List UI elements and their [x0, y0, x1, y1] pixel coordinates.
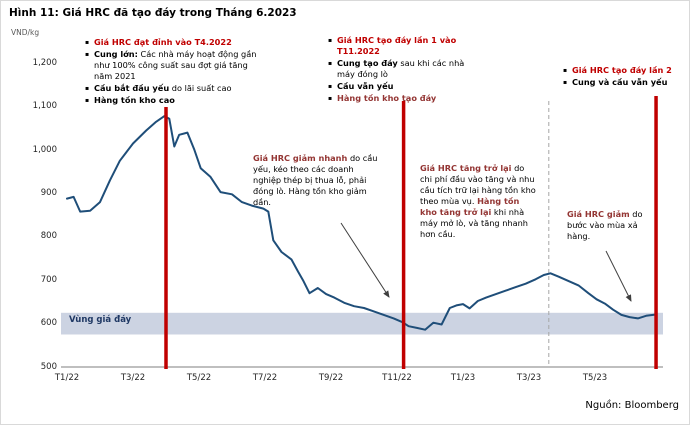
- x-tick-label: T1/23: [450, 373, 476, 383]
- y-tick-label: 700: [40, 274, 57, 285]
- bullet-icon: ▪: [328, 37, 333, 44]
- annotation-text: Hàng tồn kho tạo đáy: [337, 92, 437, 103]
- annotation-peak-2022: ▪ Giá HRC đạt đỉnh vào T4.2022 ▪ Cung lớ…: [85, 37, 257, 107]
- decline-arrow-icon: [340, 222, 390, 298]
- bullet-icon: ▪: [328, 59, 333, 67]
- annotation-text-bold: Giá HRC giảm nhanh: [253, 153, 348, 163]
- annotation-text: Giá HRC đạt đỉnh vào T4.2022: [94, 37, 232, 47]
- annotation-bullet: ▪ Hàng tồn kho tạo đáy: [328, 93, 480, 104]
- x-tick-label: T5/22: [186, 373, 212, 383]
- annotation-text: Giá HRC tạo đáy lần 2: [572, 65, 672, 75]
- annotation-text-bold: Cung lớn:: [94, 48, 138, 59]
- y-tick-label: 1,200: [32, 57, 57, 68]
- bullet-icon: ▪: [328, 82, 333, 90]
- annotation-text-bold: Cung tạo đáy: [337, 57, 398, 68]
- annotation-decline: Giá HRC giảm nhanh do cầu yếu, kéo theo …: [253, 153, 381, 208]
- annotation-text: Cung tạo đáy sau khi các nhà máy đóng lò: [337, 58, 480, 80]
- annotation-text: Cung và cầu vẫn yếu: [572, 76, 668, 87]
- annotation-selloff: Giá HRC giảm do bước vào mùa xả hàng.: [567, 209, 647, 242]
- figure-title: Hình 11: Giá HRC đã tạo đáy trong Tháng …: [9, 7, 297, 19]
- annotation-bullet: ▪ Giá HRC đạt đỉnh vào T4.2022: [85, 37, 257, 48]
- annotation-bullet: ▪ Hàng tồn kho cao: [85, 95, 257, 106]
- annotation-text: Cầu vẫn yếu: [337, 80, 394, 91]
- bottom-zone-label: Vùng giá đáy: [69, 315, 132, 325]
- annotation-text: Cầu bắt đầu yếu do lãi suất cao: [94, 83, 232, 94]
- annotation-bullet: ▪ Cung lớn: Các nhà máy hoạt động gần nh…: [85, 49, 257, 82]
- x-tick-label: T9/22: [318, 373, 344, 383]
- bullet-icon: ▪: [85, 50, 90, 58]
- y-tick-label: 1,000: [32, 144, 57, 155]
- annotation-bullet: ▪ Cầu bắt đầu yếu do lãi suất cao: [85, 83, 257, 94]
- annotation-text-plain: do cầu yếu, kéo theo các doanh nghiệp th…: [253, 153, 378, 207]
- event-lines-group: [164, 96, 658, 369]
- annotation-text-plain: do chi phí đầu vào tăng và nhu cầu tích …: [420, 163, 536, 206]
- annotation-text-plain: do lãi suất cao: [169, 82, 232, 93]
- annotation-text-bold: Hàng tồn kho tăng trở lại: [420, 195, 520, 217]
- y-tick-label: 900: [40, 187, 57, 198]
- bullet-icon: ▪: [85, 96, 90, 104]
- annotation-rebound: Giá HRC tăng trở lại do chi phí đầu vào …: [420, 163, 538, 240]
- annotation-text: Cung lớn: Các nhà máy hoạt động gần như …: [94, 49, 257, 82]
- y-tick-label: 800: [40, 231, 57, 242]
- annotation-bullet: ▪ Giá HRC tạo đáy lần 1 vào T11.2022: [328, 35, 480, 57]
- x-tick-label: T11/22: [382, 373, 412, 383]
- annotation-text-plain: sau khi các nhà máy đóng lò: [337, 57, 465, 79]
- x-tick-label: T3/22: [120, 373, 146, 383]
- annotation-text-plain: Các nhà máy hoạt động gần như 100% công …: [94, 48, 257, 81]
- annotation-text: Giá HRC tạo đáy lần 1 vào T11.2022: [337, 35, 457, 56]
- annotation-text-bold: Cầu bắt đầu yếu: [94, 82, 170, 93]
- source-note: Nguồn: Bloomberg: [585, 400, 679, 411]
- annotation-text-plain: khi nhà máy mở lò, và tăng nhanh hơn cầu…: [420, 206, 528, 239]
- bullet-icon: ▪: [563, 78, 568, 86]
- hrc-price-line: [66, 115, 658, 331]
- annotation-bullet: ▪ Cung và cầu vẫn yếu: [563, 77, 685, 88]
- annotation-text-plain: do bước vào mùa xả hàng.: [567, 209, 643, 241]
- y-tick-label: 500: [40, 361, 57, 372]
- annotation-bullet: ▪ Giá HRC tạo đáy lần 2: [563, 65, 685, 76]
- annotation-text-bold: Giá HRC giảm: [567, 209, 630, 219]
- y-axis-unit-label: VND/kg: [11, 28, 40, 37]
- bullet-icon: ▪: [328, 94, 333, 102]
- annotation-bullet: ▪ Cầu vẫn yếu: [328, 81, 480, 92]
- x-tick-label: T5/23: [582, 373, 608, 383]
- annotation-bottom-1: ▪ Giá HRC tạo đáy lần 1 vào T11.2022 ▪ C…: [328, 35, 480, 105]
- selloff-arrow-icon: [605, 250, 632, 302]
- annotation-bottom-2: ▪ Giá HRC tạo đáy lần 2 ▪ Cung và cầu vẫ…: [563, 65, 685, 89]
- annotation-text: Hàng tồn kho cao: [94, 94, 175, 105]
- bullet-icon: ▪: [85, 39, 90, 46]
- x-tick-label: T3/23: [516, 373, 542, 383]
- y-tick-label: 1,100: [32, 101, 57, 112]
- y-tick-label: 600: [40, 318, 57, 329]
- x-tick-label: T1/22: [54, 373, 80, 383]
- bullet-icon: ▪: [563, 67, 568, 74]
- bullet-icon: ▪: [85, 84, 90, 92]
- bottom-zone-band: [61, 312, 663, 335]
- x-tick-label: T7/22: [252, 373, 278, 383]
- annotation-text-bold: Giá HRC tăng trở lại: [420, 163, 512, 173]
- annotation-bullet: ▪ Cung tạo đáy sau khi các nhà máy đóng …: [328, 58, 480, 80]
